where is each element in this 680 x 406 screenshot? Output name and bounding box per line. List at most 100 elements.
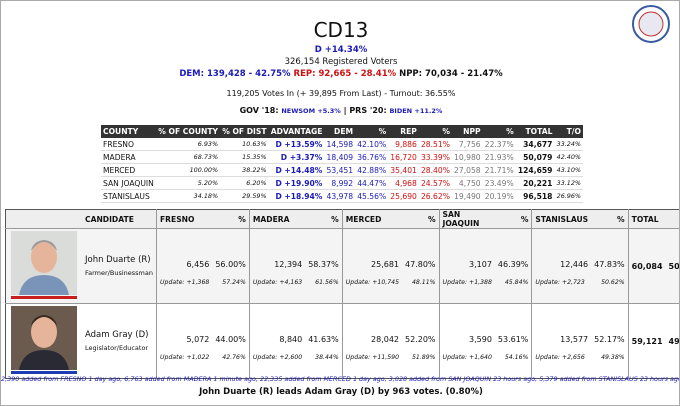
votes-cell: 8,840 Update: +2,600 <box>248 303 306 379</box>
photo-cell <box>5 228 82 304</box>
candidate-table: CANDIDATE FRESNO% MADERA% MERCED% SAN JOAQUI… <box>5 209 679 379</box>
column-header: NPP <box>451 125 483 138</box>
column-header: % <box>402 209 440 229</box>
cell: 22.37% <box>482 138 516 151</box>
pct: 52.20% <box>405 335 436 344</box>
column-header: MERCED <box>341 209 403 229</box>
cell: 43,978 <box>324 189 356 203</box>
title: CD13 <box>313 18 369 42</box>
column-header: MADERA <box>248 209 306 229</box>
pct: 46.39% <box>497 260 529 269</box>
cell: 4,968 <box>388 176 419 190</box>
cell: STANISLAUS <box>101 189 157 203</box>
cell: 14,598 <box>324 138 356 151</box>
cell: 10.63% <box>220 138 269 151</box>
column-header: STANISLAUS <box>531 209 592 229</box>
votes-cell: 3,590 Update: +1,640 <box>438 303 495 379</box>
county-row: STANISLAUS 34.18% 29.59% D +18.94% 43,978 45.… <box>101 189 583 203</box>
cell: SAN JOAQUIN <box>101 176 157 190</box>
separator: | <box>343 106 347 115</box>
header-row: COUNTY% OF COUNTY% OF DIST ADVANTAGE DEM% R… <box>101 125 583 138</box>
update-pct: 54.16% <box>504 354 529 361</box>
cell: 42.10% <box>355 138 389 151</box>
pct-cell: 56.00% 57.24% <box>212 228 250 304</box>
candidate-cell: Adam Gray (D) Legislator/Educator <box>82 303 157 379</box>
county-row: FRESNO 6.93% 10.63% D +13.59% 14,598 42.10% 9,… <box>101 138 583 151</box>
update: Update: +1,640 <box>442 354 492 361</box>
votes: 5,072 <box>186 335 210 344</box>
cell: 20,221 <box>515 176 555 190</box>
update: Update: +10,745 <box>345 279 400 286</box>
column-header: T/O <box>554 125 583 138</box>
cell: 29.59% <box>220 189 269 203</box>
cell: 53,451 <box>324 163 356 177</box>
cell: D +13.59% <box>268 138 325 151</box>
cell: 4,750 <box>451 176 483 190</box>
cell: 15.35% <box>220 150 269 164</box>
cell: 21.93% <box>482 150 516 164</box>
update-pct: 48.11% <box>411 279 436 286</box>
column-header: COUNTY <box>101 125 157 138</box>
update-pct: 50.62% <box>601 279 625 286</box>
cell: 25,690 <box>388 189 419 203</box>
candidate-row: John Duarte (R) Farmer/Businessman 6,456 Up… <box>5 228 679 304</box>
update: Update: +1,388 <box>442 279 492 286</box>
column-header: % <box>665 209 679 229</box>
votes: 25,681 <box>371 260 400 269</box>
cell: D +18.94% <box>268 189 325 203</box>
cell: 38.22% <box>220 163 269 177</box>
photo-header <box>5 209 82 229</box>
column-header: ADVANTAGE <box>268 125 325 138</box>
cell: 16,720 <box>388 150 419 164</box>
column-header: % <box>418 125 452 138</box>
votes-cell: 25,681 Update: +10,745 <box>341 228 403 304</box>
column-header: REP <box>388 125 419 138</box>
votes: 6,456 <box>186 260 210 269</box>
update: Update: +1,022 <box>159 354 210 361</box>
cell: 24.57% <box>418 176 452 190</box>
candidate-row: Adam Gray (D) Legislator/Educator 5,072 Upd… <box>5 303 679 379</box>
cell: 68.73% <box>156 150 221 164</box>
cell: 18,409 <box>324 150 356 164</box>
pct-cell: 58.37% 61.56% <box>305 228 343 304</box>
cell: 43.10% <box>554 163 583 177</box>
update-pct: 49.38% <box>601 354 625 361</box>
cell: 100.00% <box>156 163 221 177</box>
update-pct: 57.24% <box>222 279 246 286</box>
update: Update: +11,590 <box>345 354 400 361</box>
pct-cell: 47.80% 48.11% <box>402 228 440 304</box>
column-header: % OF DIST <box>220 125 269 138</box>
column-header: % <box>494 209 532 229</box>
gov-value: NEWSOM +5.3% <box>281 107 341 115</box>
pct: 41.63% <box>308 335 339 344</box>
county-row: MADERA 68.73% 15.35% D +3.37% 18,409 36.76% 16… <box>101 150 583 164</box>
prs-label: PRS '20: <box>349 106 387 115</box>
votes-cell: 12,446 Update: +2,723 <box>531 228 592 304</box>
update-pct: 42.76% <box>222 354 246 361</box>
cell: D +3.37% <box>268 150 325 164</box>
votes: 12,394 <box>274 260 303 269</box>
column-header: % OF COUNTY <box>156 125 221 138</box>
photo <box>11 231 77 299</box>
logo <box>632 5 670 43</box>
cell: 44.47% <box>355 176 389 190</box>
pct: 53.61% <box>497 335 529 344</box>
column-header: % <box>591 209 629 229</box>
prs-value: BIDEN +11.2% <box>389 107 443 115</box>
cell: 33.12% <box>554 176 583 190</box>
pct-cell: 52.20% 51.89% <box>402 303 440 379</box>
update: Update: +4,163 <box>252 279 303 286</box>
update-pct: 45.84% <box>504 279 529 286</box>
cell: 28.40% <box>418 163 452 177</box>
added: 2,390 added from FRESNO 1 day ago, 6,763… <box>1 375 680 383</box>
total-pct: 50.40% <box>665 228 679 304</box>
pct-cell: 53.61% 54.16% <box>494 303 532 379</box>
pct: 56.00% <box>215 260 246 269</box>
cell: 34.18% <box>156 189 221 203</box>
county-table: COUNTY% OF COUNTY% OF DIST ADVANTAGE DEM% R… <box>101 125 583 203</box>
cell: 33.24% <box>554 138 583 151</box>
photo <box>11 306 77 374</box>
pct-cell: 46.39% 45.84% <box>494 228 532 304</box>
total: 59,121 <box>627 303 666 379</box>
